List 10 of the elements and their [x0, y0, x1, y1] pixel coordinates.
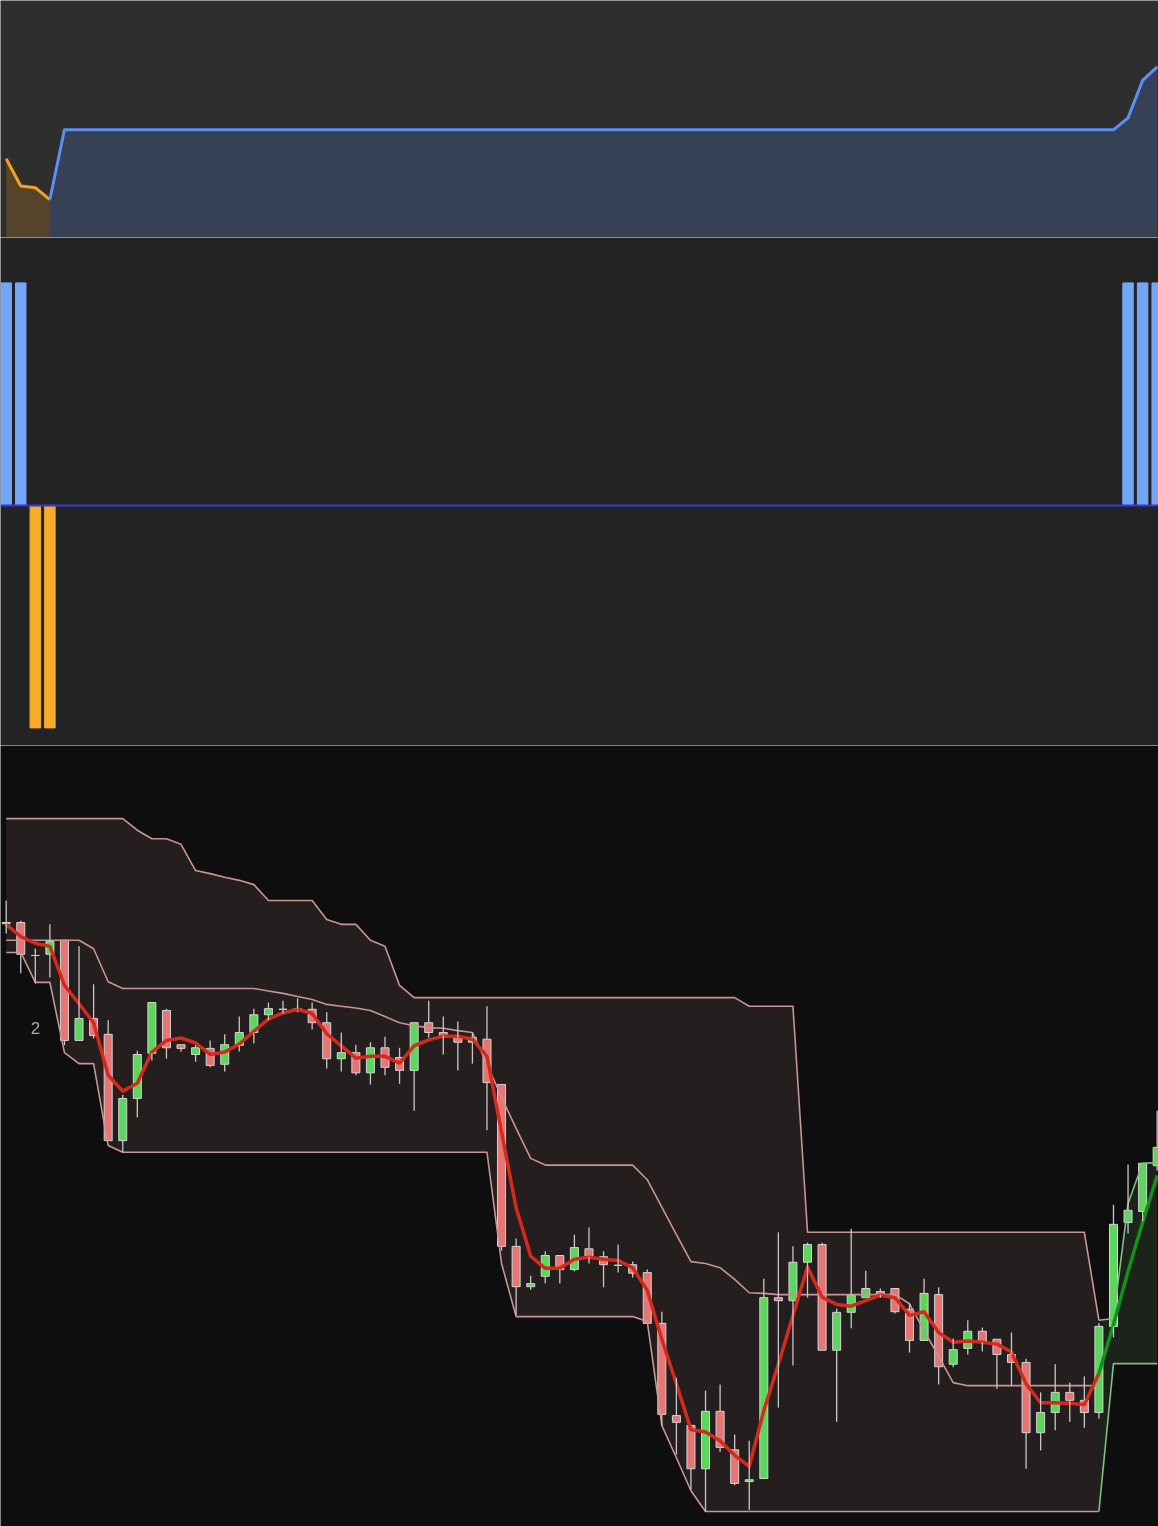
candlestick	[788, 1245, 798, 1367]
candlestick	[803, 1242, 813, 1299]
annotation: 2	[30, 1018, 41, 1038]
candlestick	[671, 1377, 681, 1456]
candlestick	[744, 1440, 754, 1511]
candlestick	[701, 1389, 711, 1513]
candlestick	[1021, 1358, 1031, 1470]
candlestick	[511, 1237, 521, 1316]
candlestick	[773, 1231, 783, 1409]
candlestick	[584, 1226, 594, 1265]
